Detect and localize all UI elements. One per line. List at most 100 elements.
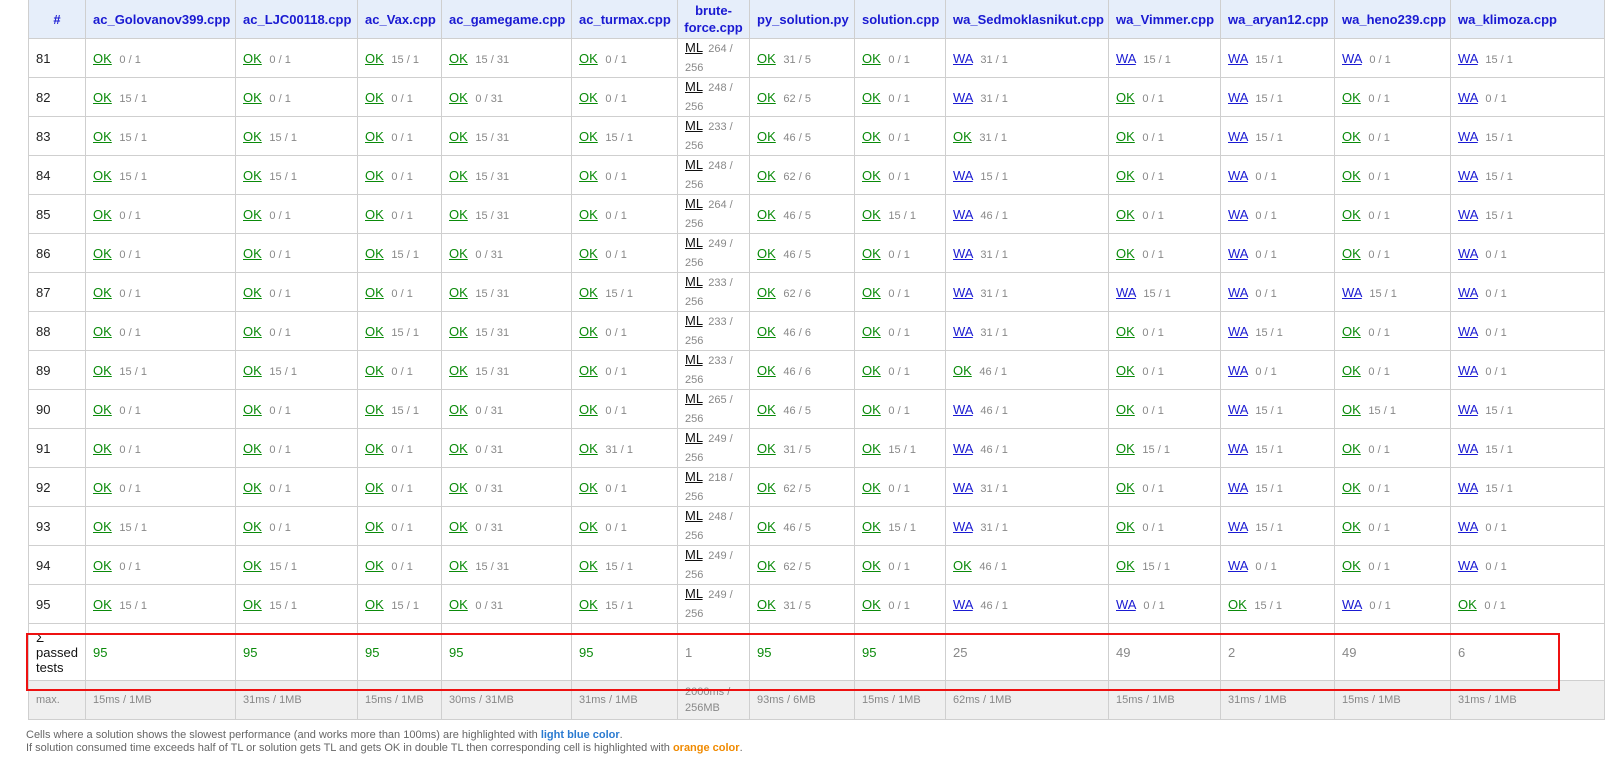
verdict-link-wa[interactable]: WA xyxy=(1228,557,1248,573)
verdict-link-ok[interactable]: OK xyxy=(365,362,384,378)
verdict-link-wa[interactable]: WA xyxy=(1228,128,1248,144)
verdict-link-ml[interactable]: ML xyxy=(685,469,703,484)
verdict-link-wa[interactable]: WA xyxy=(953,50,973,66)
verdict-link-ok[interactable]: OK xyxy=(579,89,598,105)
verdict-link-wa[interactable]: WA xyxy=(953,245,973,261)
verdict-link-ok[interactable]: OK xyxy=(365,479,384,495)
verdict-link-ok[interactable]: OK xyxy=(579,245,598,261)
verdict-link-wa[interactable]: WA xyxy=(1458,479,1478,495)
verdict-link-wa[interactable]: WA xyxy=(953,284,973,300)
verdict-link-ok[interactable]: OK xyxy=(862,167,881,183)
verdict-link-wa[interactable]: WA xyxy=(953,89,973,105)
verdict-link-ok[interactable]: OK xyxy=(93,557,112,573)
verdict-link-ok[interactable]: OK xyxy=(1342,89,1361,105)
verdict-link-ok[interactable]: OK xyxy=(93,245,112,261)
verdict-link-wa[interactable]: WA xyxy=(953,206,973,222)
verdict-link-ok[interactable]: OK xyxy=(1342,557,1361,573)
verdict-link-ok[interactable]: OK xyxy=(757,596,776,612)
verdict-link-wa[interactable]: WA xyxy=(1458,401,1478,417)
verdict-link-ok[interactable]: OK xyxy=(862,50,881,66)
verdict-link-ok[interactable]: OK xyxy=(365,284,384,300)
verdict-link-ok[interactable]: OK xyxy=(449,89,468,105)
verdict-link-wa[interactable]: WA xyxy=(1458,50,1478,66)
verdict-link-ok[interactable]: OK xyxy=(93,167,112,183)
verdict-link-ok[interactable]: OK xyxy=(757,362,776,378)
verdict-link-ok[interactable]: OK xyxy=(365,518,384,534)
verdict-link-wa[interactable]: WA xyxy=(1116,596,1136,612)
verdict-link-ok[interactable]: OK xyxy=(449,50,468,66)
verdict-link-ok[interactable]: OK xyxy=(579,401,598,417)
verdict-link-ok[interactable]: OK xyxy=(243,362,262,378)
verdict-link-wa[interactable]: WA xyxy=(1228,440,1248,456)
verdict-link-ok[interactable]: OK xyxy=(93,401,112,417)
verdict-link-ok[interactable]: OK xyxy=(579,518,598,534)
verdict-link-ok[interactable]: OK xyxy=(365,167,384,183)
verdict-link-ok[interactable]: OK xyxy=(243,440,262,456)
verdict-link-wa[interactable]: WA xyxy=(953,323,973,339)
verdict-link-ok[interactable]: OK xyxy=(93,206,112,222)
verdict-link-ok[interactable]: OK xyxy=(93,323,112,339)
verdict-link-ml[interactable]: ML xyxy=(685,313,703,328)
verdict-link-wa[interactable]: WA xyxy=(1458,557,1478,573)
verdict-link-ok[interactable]: OK xyxy=(93,596,112,612)
verdict-link-ok[interactable]: OK xyxy=(449,362,468,378)
verdict-link-ok[interactable]: OK xyxy=(1116,89,1135,105)
verdict-link-wa[interactable]: WA xyxy=(1458,128,1478,144)
verdict-link-ok[interactable]: OK xyxy=(365,596,384,612)
verdict-link-ok[interactable]: OK xyxy=(757,245,776,261)
verdict-link-ok[interactable]: OK xyxy=(1342,362,1361,378)
verdict-link-ok[interactable]: OK xyxy=(365,323,384,339)
verdict-link-wa[interactable]: WA xyxy=(1458,362,1478,378)
column-header-solution[interactable]: ac_Vax.cpp xyxy=(357,0,442,39)
verdict-link-ok[interactable]: OK xyxy=(1116,362,1135,378)
column-header-solution[interactable]: solution.cpp xyxy=(854,0,946,39)
verdict-link-ok[interactable]: OK xyxy=(757,323,776,339)
verdict-link-ok[interactable]: OK xyxy=(757,167,776,183)
verdict-link-ok[interactable]: OK xyxy=(365,89,384,105)
verdict-link-ok[interactable]: OK xyxy=(862,323,881,339)
verdict-link-ok[interactable]: OK xyxy=(862,128,881,144)
verdict-link-ok[interactable]: OK xyxy=(243,50,262,66)
verdict-link-ok[interactable]: OK xyxy=(1342,128,1361,144)
verdict-link-ok[interactable]: OK xyxy=(93,479,112,495)
verdict-link-wa[interactable]: WA xyxy=(1228,89,1248,105)
verdict-link-ok[interactable]: OK xyxy=(365,206,384,222)
verdict-link-wa[interactable]: WA xyxy=(953,596,973,612)
verdict-link-wa[interactable]: WA xyxy=(1458,89,1478,105)
verdict-link-ok[interactable]: OK xyxy=(243,284,262,300)
verdict-link-ok[interactable]: OK xyxy=(1342,206,1361,222)
verdict-link-ok[interactable]: OK xyxy=(449,479,468,495)
verdict-link-ok[interactable]: OK xyxy=(365,440,384,456)
verdict-link-ok[interactable]: OK xyxy=(757,50,776,66)
verdict-link-ok[interactable]: OK xyxy=(243,89,262,105)
column-header-solution[interactable]: ac_Golovanov399.cpp xyxy=(85,0,236,39)
verdict-link-wa[interactable]: WA xyxy=(1458,440,1478,456)
verdict-link-wa[interactable]: WA xyxy=(953,440,973,456)
verdict-link-ml[interactable]: ML xyxy=(685,352,703,367)
verdict-link-ok[interactable]: OK xyxy=(243,479,262,495)
verdict-link-wa[interactable]: WA xyxy=(1116,284,1136,300)
verdict-link-ok[interactable]: OK xyxy=(862,518,881,534)
verdict-link-ok[interactable]: OK xyxy=(93,284,112,300)
verdict-link-ok[interactable]: OK xyxy=(862,557,881,573)
column-header-solution[interactable]: py_solution.py xyxy=(749,0,855,39)
verdict-link-ok[interactable]: OK xyxy=(449,518,468,534)
verdict-link-ok[interactable]: OK xyxy=(862,596,881,612)
verdict-link-ok[interactable]: OK xyxy=(953,557,972,573)
verdict-link-ok[interactable]: OK xyxy=(757,557,776,573)
verdict-link-ml[interactable]: ML xyxy=(685,40,703,55)
verdict-link-ok[interactable]: OK xyxy=(757,518,776,534)
verdict-link-wa[interactable]: WA xyxy=(1116,50,1136,66)
verdict-link-ok[interactable]: OK xyxy=(579,284,598,300)
verdict-link-ok[interactable]: OK xyxy=(93,128,112,144)
verdict-link-ok[interactable]: OK xyxy=(757,479,776,495)
verdict-link-ok[interactable]: OK xyxy=(862,401,881,417)
verdict-link-ok[interactable]: OK xyxy=(579,50,598,66)
verdict-link-ok[interactable]: OK xyxy=(243,323,262,339)
verdict-link-ml[interactable]: ML xyxy=(685,391,703,406)
verdict-link-ok[interactable]: OK xyxy=(862,362,881,378)
verdict-link-ok[interactable]: OK xyxy=(579,596,598,612)
verdict-link-ok[interactable]: OK xyxy=(1116,245,1135,261)
verdict-link-ok[interactable]: OK xyxy=(449,323,468,339)
verdict-link-ok[interactable]: OK xyxy=(579,557,598,573)
